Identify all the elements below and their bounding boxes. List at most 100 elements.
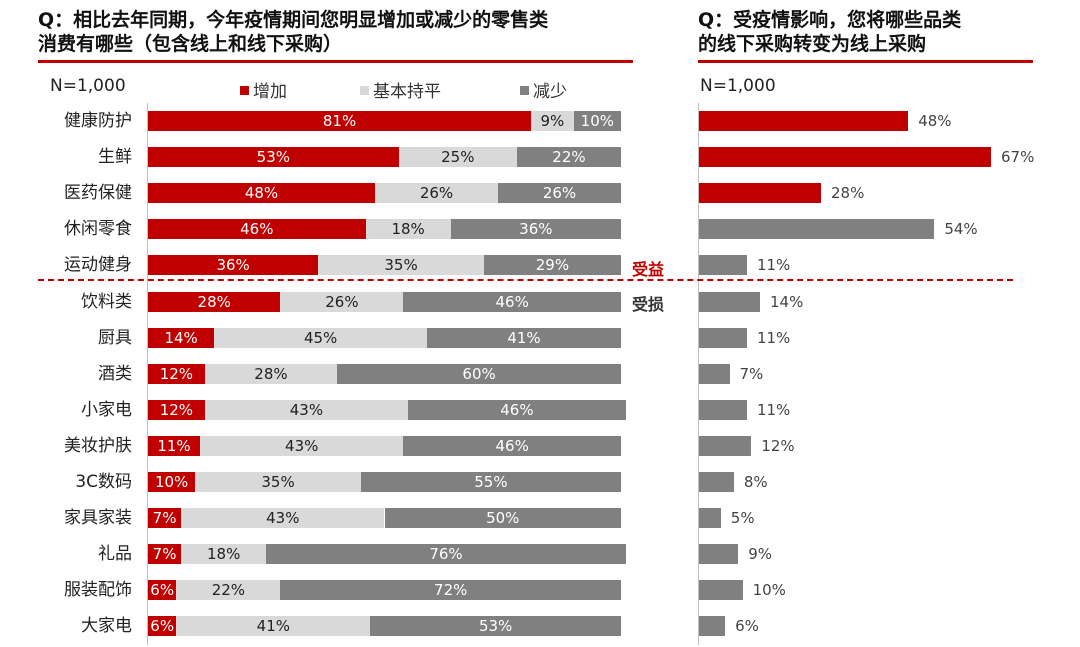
category-label: 家具家装 xyxy=(64,508,132,529)
bar-segment-increase: 81% xyxy=(148,111,532,131)
bar-segment-flat: 35% xyxy=(195,472,361,492)
bar-segment-increase: 7% xyxy=(148,508,182,529)
left-axis-line xyxy=(147,103,148,645)
right-chart-title: Q：受疫情影响，您将哪些品类 的线下采购转变为线上采购 xyxy=(698,8,961,56)
online-shift-bar xyxy=(699,111,909,131)
online-shift-value-label: 67% xyxy=(1001,148,1035,167)
data-label: 25% xyxy=(441,148,475,167)
bar-segment-flat: 43% xyxy=(204,399,409,420)
category-label: 厨具 xyxy=(98,327,132,348)
data-label: 41% xyxy=(256,617,290,636)
data-label: 55% xyxy=(474,473,508,491)
bar-segment-decrease: 46% xyxy=(403,291,621,312)
legend-swatch-flat xyxy=(360,86,369,95)
right-sample-size: N=1,000 xyxy=(700,76,776,96)
online-shift-value-label: 6% xyxy=(735,617,759,636)
data-label: 50% xyxy=(486,509,520,528)
data-label: 46% xyxy=(495,436,529,455)
online-shift-bar xyxy=(699,327,747,348)
category-label: 医药保健 xyxy=(64,183,132,204)
category-label: 运动健身 xyxy=(64,255,132,276)
legend-item-decrease: 减少 xyxy=(520,77,567,102)
legend-item-increase: 增加 xyxy=(240,77,287,102)
category-label: 3C数码 xyxy=(75,472,132,492)
data-label: 43% xyxy=(289,400,324,419)
online-shift-value-label: 54% xyxy=(944,220,978,239)
data-label: 6% xyxy=(150,617,175,636)
data-label: 9% xyxy=(540,112,565,130)
category-label: 小家电 xyxy=(81,399,132,420)
left-sample-size: N=1,000 xyxy=(50,76,126,96)
bar-segment-increase: 46% xyxy=(148,219,366,240)
data-label: 22% xyxy=(211,581,246,600)
category-label: 休闲零食 xyxy=(64,219,132,240)
online-shift-value-label: 8% xyxy=(743,473,768,491)
bar-segment-decrease: 36% xyxy=(450,219,621,240)
data-label: 6% xyxy=(150,581,175,600)
data-label: 18% xyxy=(207,545,241,564)
data-label: 46% xyxy=(495,292,529,311)
right-title-rule xyxy=(698,60,1033,63)
data-label: 48% xyxy=(244,184,279,203)
bar-segment-decrease: 10% xyxy=(573,111,621,131)
data-label: 36% xyxy=(216,256,250,275)
bar-segment-increase: 12% xyxy=(148,399,205,420)
bar-segment-flat: 43% xyxy=(181,508,385,529)
data-label: 28% xyxy=(254,364,288,383)
bar-segment-flat: 43% xyxy=(200,435,404,456)
online-shift-bar xyxy=(699,616,726,637)
data-label: 26% xyxy=(542,184,577,203)
bar-segment-decrease: 41% xyxy=(427,327,621,348)
data-label: 53% xyxy=(478,617,513,636)
bar-segment-flat: 22% xyxy=(176,580,281,601)
online-shift-bar xyxy=(699,580,743,601)
bar-segment-decrease: 60% xyxy=(337,363,621,384)
data-label: 12% xyxy=(159,400,194,419)
legend-label-flat: 基本持平 xyxy=(373,82,441,102)
online-shift-bar xyxy=(699,435,752,456)
bar-segment-flat: 18% xyxy=(181,544,267,565)
bar-segment-flat: 26% xyxy=(375,183,498,204)
online-shift-bar xyxy=(699,183,822,204)
online-shift-value-label: 11% xyxy=(756,400,791,419)
online-shift-bar xyxy=(699,147,991,168)
online-shift-bar xyxy=(699,219,935,240)
data-label: 35% xyxy=(261,473,295,491)
bar-segment-flat: 26% xyxy=(280,291,404,312)
bar-segment-decrease: 76% xyxy=(266,544,626,565)
online-shift-bar xyxy=(699,544,739,565)
category-label: 健康防护 xyxy=(64,111,132,131)
data-label: 72% xyxy=(434,581,468,600)
bar-segment-increase: 53% xyxy=(148,147,399,168)
online-shift-bar xyxy=(699,363,730,384)
legend-item-flat: 基本持平 xyxy=(360,77,441,102)
category-label: 美妆护肤 xyxy=(64,435,132,456)
right-axis-line xyxy=(698,103,699,645)
bar-segment-flat: 25% xyxy=(398,147,517,168)
bar-segment-increase: 14% xyxy=(148,327,215,348)
category-label: 生鲜 xyxy=(98,147,132,168)
right-title-line1: Q：受疫情影响，您将哪些品类 xyxy=(698,9,962,31)
data-label: 26% xyxy=(325,292,359,311)
category-label: 礼品 xyxy=(98,544,132,565)
bar-segment-flat: 45% xyxy=(214,327,428,348)
bar-segment-increase: 36% xyxy=(148,255,319,276)
bar-segment-flat: 28% xyxy=(204,363,338,384)
legend-swatch-decrease xyxy=(520,86,529,95)
left-chart-title: Q：相比去年同期，今年疫情期间您明显增加或减少的零售类 消费有哪些（包含线上和线… xyxy=(38,8,548,56)
data-label: 81% xyxy=(322,112,357,130)
bar-segment-decrease: 26% xyxy=(498,183,621,204)
data-label: 10% xyxy=(580,112,614,130)
legend-label-increase: 增加 xyxy=(253,82,287,102)
data-label: 14% xyxy=(164,328,198,347)
data-label: 35% xyxy=(384,256,418,275)
bar-segment-flat: 41% xyxy=(176,616,371,637)
online-shift-value-label: 10% xyxy=(752,581,786,600)
data-label: 22% xyxy=(552,148,586,167)
data-label: 11% xyxy=(157,436,191,455)
category-label: 服装配饰 xyxy=(64,580,132,601)
online-shift-bar xyxy=(699,399,747,420)
legend-label-decrease: 减少 xyxy=(533,82,567,102)
data-label: 43% xyxy=(266,509,300,528)
data-label: 76% xyxy=(429,545,463,564)
